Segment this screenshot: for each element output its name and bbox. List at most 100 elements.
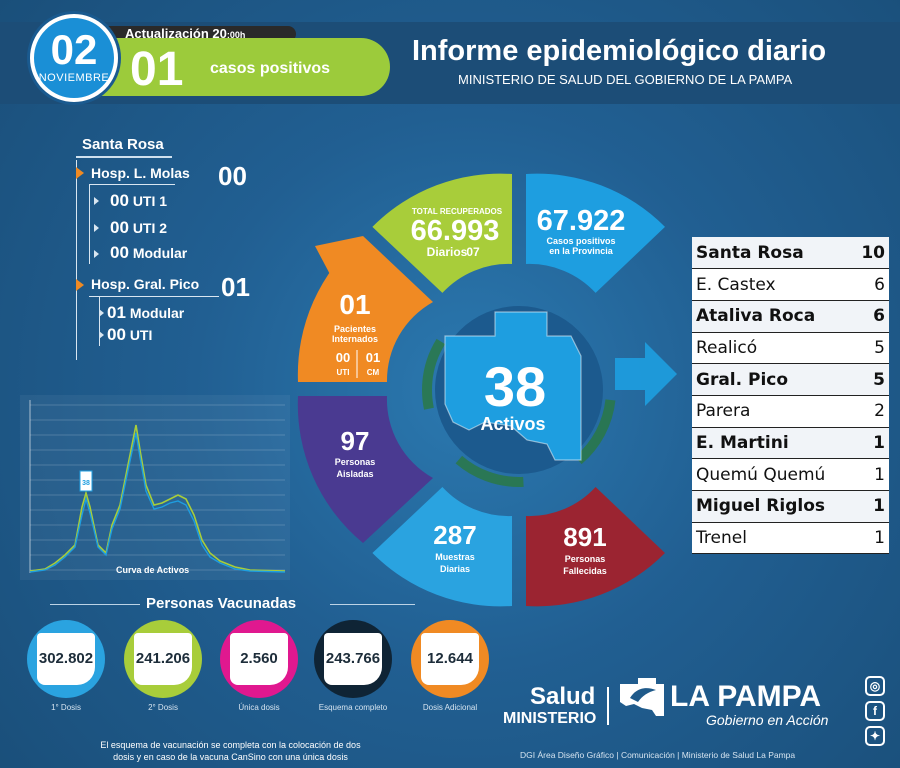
la-pampa-logo-icon [620, 678, 664, 716]
location-row: Miguel Riglos 1 [692, 490, 889, 523]
location-count: 1 [857, 522, 889, 555]
province-icon [134, 633, 192, 685]
recovered-label: TOTAL RECUPERADOS [412, 207, 503, 216]
divider [89, 184, 175, 185]
active-curve-chart: 38 [20, 395, 290, 580]
positive-cases-pill [100, 38, 390, 96]
pico-modular: 01 Modular [107, 303, 185, 322]
date-badge: 02 NOVIEMBRE [30, 14, 118, 102]
twitter-icon[interactable]: ✦ [865, 726, 885, 746]
location-name: Miguel Riglos [692, 490, 858, 523]
segment-deceased [526, 487, 665, 607]
samples-label-2: Diarias [440, 564, 470, 574]
location-name: E. Castex [692, 268, 858, 301]
vaccine-value: 2.560 [240, 650, 278, 667]
vaccine-label: Esquema completo [318, 703, 388, 712]
positive-count: 01 [130, 43, 184, 96]
curve-title: Curva de Activos [116, 565, 190, 575]
deceased-value: 891 [563, 522, 606, 552]
curve-line-blue [29, 432, 286, 573]
location-count: 6 [857, 300, 889, 333]
segment-recovered [372, 173, 512, 293]
interned-label-1: Pacientes [334, 324, 376, 334]
hospital-molas-name: Hosp. L. Molas [91, 165, 190, 181]
positives-value: 67.922 [537, 205, 626, 237]
divider [99, 296, 100, 346]
location-row: E. Castex 6 [692, 268, 889, 301]
location-name: Realicó [692, 332, 858, 365]
location-count: 5 [857, 332, 889, 365]
deceased-label-2: Fallecidas [563, 566, 607, 576]
province-shape [444, 311, 582, 461]
facebook-icon[interactable]: f [865, 701, 885, 721]
pico-uti: 00 UTI [107, 325, 153, 344]
location-count: 6 [857, 268, 889, 301]
location-row: Realicó 5 [692, 332, 889, 365]
province-icon [230, 633, 288, 685]
hospital-pico-count: 01 [221, 272, 250, 302]
divider [89, 296, 219, 297]
segment-isolated [297, 396, 433, 543]
location-name: E. Martini [692, 427, 858, 460]
molas-uti1: 00 UTI 1 [110, 191, 168, 210]
curve-marker [79, 470, 93, 492]
interned-uti-value: 00 [336, 350, 350, 365]
interned-pointer [315, 236, 363, 280]
divider [89, 184, 90, 264]
location-name: Trenel [692, 522, 858, 555]
location-row: Santa Rosa 10 [692, 237, 889, 270]
vaccine-badge [124, 620, 202, 698]
location-row: Quemú Quemú 1 [692, 458, 889, 491]
vaccination-note: El esquema de vacunación se completa con… [100, 740, 361, 762]
location-count: 10 [857, 237, 889, 270]
page-title: Informe epidemiológico diario [412, 35, 827, 67]
segment-samples [372, 487, 512, 607]
credits: DGI Área Diseño Gráfico | Comunicación |… [520, 750, 796, 760]
vaccine-badge [314, 620, 392, 698]
vaccine-value: 243.766 [325, 650, 381, 667]
vaccine-badge [411, 620, 489, 698]
bullet-icon [99, 331, 104, 339]
divider [330, 604, 415, 605]
bullet-icon [76, 279, 84, 291]
vaccine-badge [220, 620, 298, 698]
molas-uti2: 00 UTI 2 [110, 218, 168, 237]
positive-label: casos positivos [210, 60, 331, 77]
hospital-molas-count: 00 [218, 161, 247, 191]
instagram-icon[interactable]: ◎ [865, 676, 885, 696]
province-icon [37, 633, 95, 685]
interned-cm-label: CM [367, 368, 380, 377]
interned-label-2: Internados [332, 334, 378, 344]
active-curve-svg: 38 [29, 400, 286, 573]
hospital-city: Santa Rosa [82, 136, 164, 153]
province-icon [324, 633, 382, 685]
vaccine-label: 2° Dosis [148, 703, 178, 712]
location-name: Gral. Pico [692, 363, 858, 396]
location-count: 1 [857, 458, 889, 491]
interned-uti-label: UTI [337, 368, 350, 377]
location-row: Trenel 1 [692, 522, 889, 555]
isolated-label-1: Personas [335, 457, 376, 467]
recovered-daily-label: Diarios [427, 245, 468, 259]
divider [50, 604, 140, 605]
divider [607, 687, 609, 725]
vaccine-value: 241.206 [135, 650, 191, 667]
bullet-icon [94, 224, 99, 232]
la-pampa-logo-text: LA PAMPA [670, 680, 822, 713]
location-count: 1 [857, 427, 889, 460]
location-row: E. Martini 1 [692, 427, 889, 460]
location-name: Quemú Quemú [692, 458, 858, 491]
recovered-value: 66.993 [411, 215, 500, 247]
positives-label-1: Casos positivos [546, 236, 615, 246]
positives-label-2: en la Provincia [549, 246, 614, 256]
interned-cm-value: 01 [366, 350, 380, 365]
samples-value: 287 [433, 520, 476, 550]
recovered-daily-value: 07 [466, 245, 480, 259]
location-name: Santa Rosa [692, 237, 858, 270]
summary-wheel: 38 Activos TOTAL RECUPERADOS 66.993 Diar… [297, 173, 677, 607]
divider [76, 156, 172, 158]
isolated-label-2: Aisladas [336, 469, 373, 479]
province-icon [421, 633, 479, 685]
bullet-icon [99, 309, 104, 317]
vaccines-title: Personas Vacunadas [146, 595, 297, 612]
